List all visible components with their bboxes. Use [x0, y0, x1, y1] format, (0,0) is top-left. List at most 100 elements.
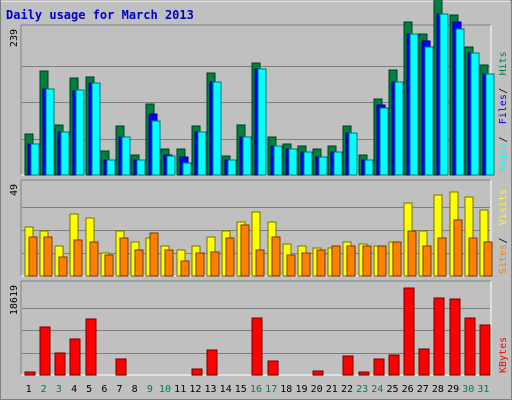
x-tick-label-day-16: 16 [250, 384, 262, 395]
bar-sites-day-9 [149, 232, 159, 277]
bar-pages-day-14 [227, 159, 237, 176]
panel-hits-files-pages: 239 Pages / Files / Hits [9, 0, 509, 176]
x-tick-label-day-31: 31 [477, 384, 489, 395]
x-tick-label-day-3: 3 [56, 384, 62, 395]
bar-sites-day-16 [255, 249, 265, 277]
chart-panels: 239 Pages / Files / Hits 49 Sites / Visits 1… [9, 0, 509, 376]
x-tick-label-day-20: 20 [311, 384, 323, 395]
panel-legend: Pages / Files / Hits [498, 51, 509, 173]
x-tick-label-day-4: 4 [71, 384, 77, 395]
bar-kbytes-day-31 [479, 324, 491, 376]
chart-title: Daily usage for March 2013 [6, 8, 194, 22]
bar-sites-day-1 [28, 236, 38, 277]
bar-pages-day-26 [409, 33, 419, 176]
bar-pages-day-25 [394, 81, 404, 176]
panel-visits-sites: 49 Sites / Visits [9, 179, 509, 277]
bar-sites-day-28 [437, 237, 447, 277]
legend-sites: Sites [498, 244, 509, 274]
bar-sites-day-26 [407, 230, 417, 277]
bar-sites-day-18 [286, 254, 296, 277]
x-tick-label-day-26: 26 [402, 384, 414, 395]
bar-kbytes-day-3 [54, 352, 66, 376]
bar-kbytes-day-28 [433, 297, 445, 376]
bar-pages-day-28 [439, 13, 449, 176]
legend-files: Files [498, 94, 509, 124]
series-sites [28, 219, 493, 277]
bar-pages-day-29 [455, 28, 465, 176]
x-tick-label-day-24: 24 [371, 384, 383, 395]
bar-pages-day-22 [348, 132, 358, 176]
bar-pages-day-15 [242, 136, 252, 176]
bar-kbytes-day-13 [206, 349, 218, 376]
bar-kbytes-day-17 [267, 360, 279, 376]
bar-kbytes-day-30 [464, 317, 476, 376]
legend-pages: Pages [498, 143, 509, 173]
series-kbytes [24, 287, 491, 376]
bar-sites-day-24 [377, 245, 387, 277]
x-tick-label-day-12: 12 [189, 384, 201, 395]
legend-hits: Hits [498, 51, 509, 75]
x-tick-label-day-25: 25 [386, 384, 398, 395]
x-tick-label-day-18: 18 [280, 384, 292, 395]
x-tick-label-day-8: 8 [132, 384, 138, 395]
bar-pages-day-5 [91, 82, 101, 176]
x-tick-label-day-6: 6 [101, 384, 107, 395]
panel-max-label: 49 [9, 184, 20, 196]
panel-legend: Sites / Visits [498, 189, 509, 274]
bar-pages-day-24 [379, 107, 389, 176]
bar-pages-day-11 [182, 162, 192, 176]
bar-pages-day-2 [45, 88, 55, 176]
bar-kbytes-day-23 [358, 371, 370, 376]
bar-sites-day-12 [195, 252, 205, 277]
x-tick-label-day-28: 28 [432, 384, 444, 395]
bar-sites-day-14 [225, 237, 235, 277]
bar-kbytes-day-12 [191, 368, 203, 376]
x-tick-label-day-5: 5 [86, 384, 92, 395]
bar-kbytes-day-7 [115, 358, 127, 376]
series-pages [30, 13, 495, 176]
bar-pages-day-20 [318, 156, 328, 176]
bar-sites-day-22 [346, 245, 356, 277]
bar-sites-day-6 [104, 254, 114, 277]
x-tick-label-day-27: 27 [417, 384, 429, 395]
x-tick-label-day-19: 19 [295, 384, 307, 395]
legend-kbytes: KBytes [498, 337, 509, 373]
bar-pages-day-21 [333, 151, 343, 176]
bar-kbytes-day-16 [251, 317, 263, 376]
bar-sites-day-25 [392, 241, 402, 277]
x-tick-label-day-9: 9 [147, 384, 153, 395]
bar-kbytes-day-26 [403, 287, 415, 376]
bar-sites-day-15 [240, 224, 250, 277]
x-tick-label-day-7: 7 [116, 384, 122, 395]
bar-sites-day-7 [119, 237, 129, 277]
legend-separator: / [498, 237, 509, 243]
bar-sites-day-21 [331, 245, 341, 277]
bar-pages-day-18 [288, 148, 298, 176]
bar-pages-day-7 [121, 136, 131, 176]
bar-sites-day-2 [43, 236, 53, 277]
x-tick-label-day-22: 22 [341, 384, 353, 395]
bar-kbytes-day-24 [373, 358, 385, 376]
bar-pages-day-1 [30, 143, 40, 176]
bar-sites-day-31 [483, 241, 493, 277]
bar-kbytes-day-29 [449, 298, 461, 376]
bar-pages-day-13 [212, 81, 222, 176]
bar-sites-day-17 [271, 236, 281, 277]
bar-sites-day-23 [362, 245, 372, 277]
x-tick-label-day-30: 30 [462, 384, 474, 395]
bar-kbytes-day-5 [85, 318, 97, 376]
legend-visits: Visits [498, 189, 509, 225]
bar-pages-day-12 [197, 131, 207, 176]
bar-sites-day-29 [453, 219, 463, 277]
x-tick-label-day-13: 13 [204, 384, 216, 395]
bar-pages-day-8 [136, 159, 146, 176]
panel-max-label: 18619 [9, 285, 20, 315]
bar-pages-day-16 [257, 68, 267, 176]
bar-sites-day-8 [134, 249, 144, 277]
bar-sites-day-5 [89, 241, 99, 277]
panel-max-label: 239 [9, 29, 20, 47]
bar-kbytes-day-1 [24, 371, 36, 376]
bar-pages-day-30 [470, 52, 480, 176]
